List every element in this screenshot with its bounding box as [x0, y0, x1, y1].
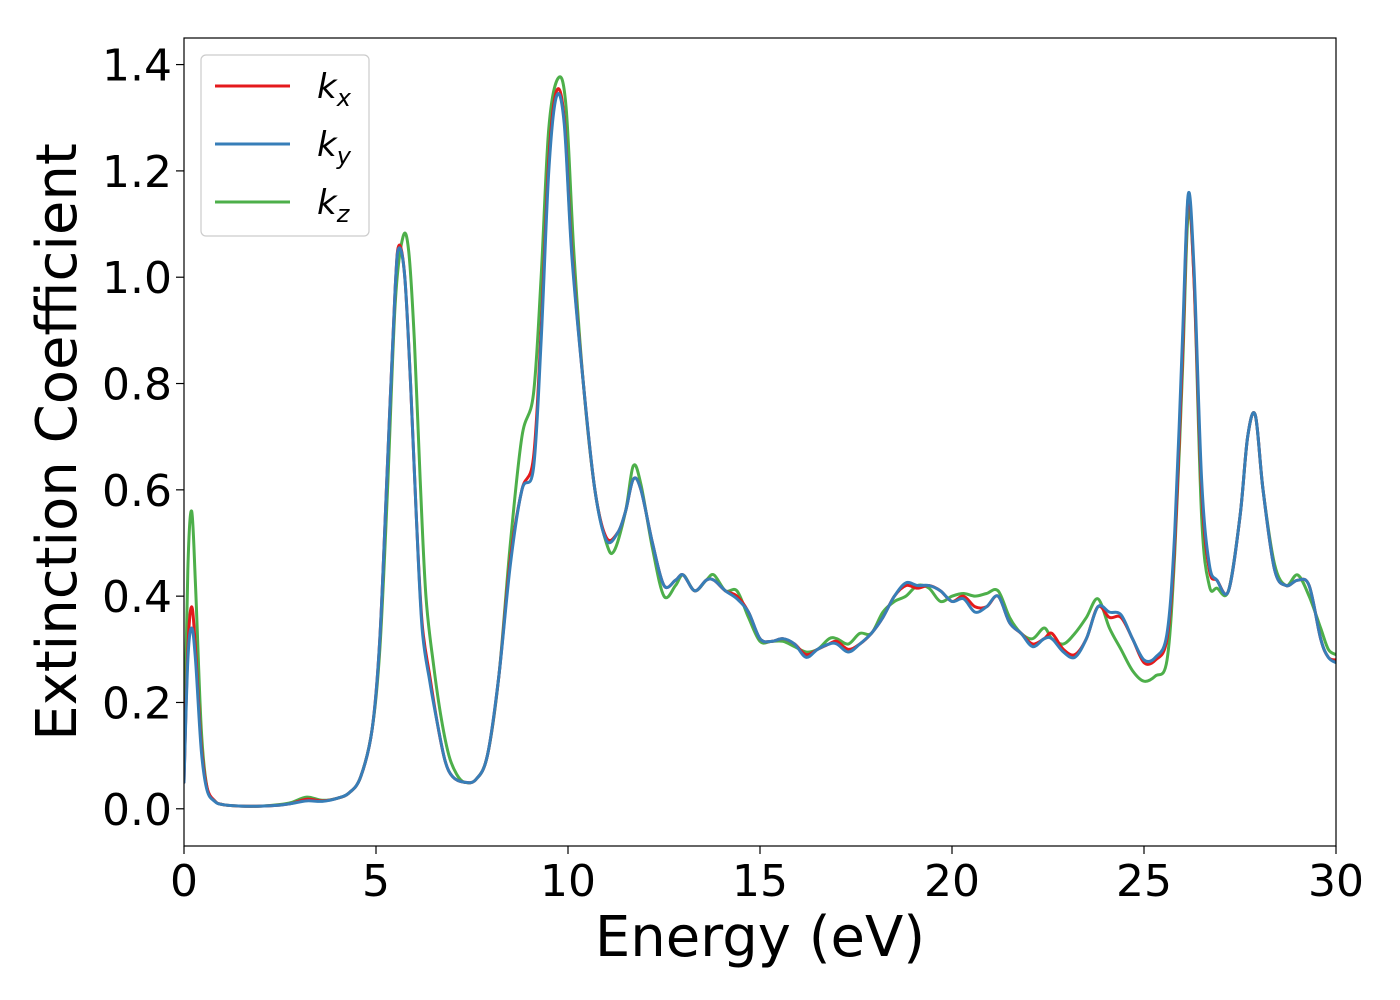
y-tick-label: 1.2	[102, 147, 172, 198]
y-tick-label: 0.6	[102, 466, 172, 517]
y-axis-label: Extinction Coefficient	[25, 143, 90, 741]
series-layer	[184, 75, 1336, 808]
x-tick-label: 10	[540, 856, 596, 907]
x-tick-label: 20	[924, 856, 980, 907]
y-tick-label: 1.0	[102, 253, 172, 304]
legend-label-main: k	[317, 67, 338, 107]
legend-label-subscript: z	[336, 200, 351, 228]
y-tick-label: 1.4	[102, 41, 172, 92]
legend-label-main: k	[317, 183, 338, 223]
x-tick-label: 15	[732, 856, 788, 907]
x-tick-label: 30	[1308, 856, 1364, 907]
x-tick-label: 25	[1116, 856, 1172, 907]
x-axis: 0 5 10 15 20 25 30	[170, 846, 1364, 907]
x-tick-label: 0	[170, 856, 198, 907]
x-axis-label: Energy (eV)	[595, 905, 925, 970]
series-line-ky	[184, 92, 1336, 808]
x-tick-label: 5	[362, 856, 390, 907]
y-tick-label: 0.0	[102, 785, 172, 836]
y-axis: 0.0 0.2 0.4 0.6 0.8 1.0 1.2 1.4	[102, 41, 184, 836]
legend-label-ky: ky	[317, 125, 352, 170]
legend-label-main: k	[317, 125, 338, 165]
legend-label-subscript: y	[336, 142, 352, 170]
legend-label-kz: kz	[317, 183, 351, 228]
legend-label-subscript: x	[336, 84, 352, 112]
y-tick-label: 0.4	[102, 572, 172, 623]
y-tick-label: 0.2	[102, 678, 172, 729]
y-tick-label: 0.8	[102, 360, 172, 411]
legend-label-kx: kx	[317, 67, 352, 112]
